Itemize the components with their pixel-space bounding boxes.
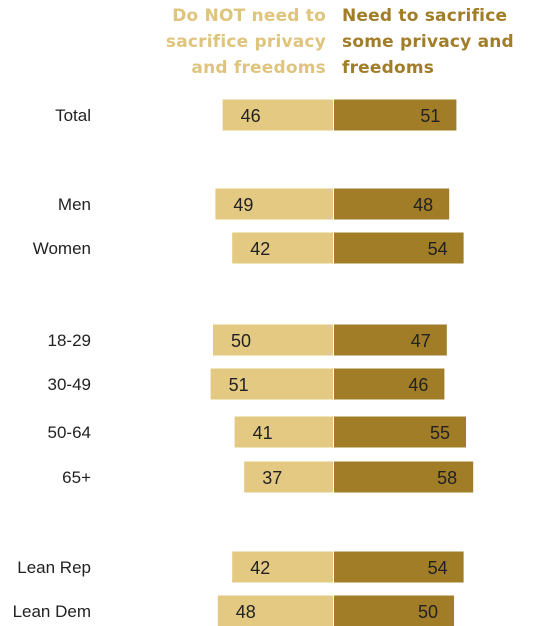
bar-not-need (244, 461, 333, 493)
bar-need (334, 368, 445, 400)
category-label: 50-64 (48, 423, 91, 442)
value-label-not-need: 50 (231, 331, 251, 351)
bar-not-need (215, 188, 333, 220)
bar-not-need (232, 232, 333, 264)
bar-not-need (210, 368, 333, 400)
category-label: 18-29 (48, 331, 91, 350)
category-label: Total (55, 106, 91, 125)
header-need-line: some privacy and (342, 32, 514, 52)
header-not-need-line: and freedoms (191, 58, 326, 78)
value-label-not-need: 41 (253, 423, 273, 443)
value-label-need: 46 (408, 375, 428, 395)
bar-need (334, 232, 464, 264)
bar-need (334, 461, 474, 493)
bar-not-need (213, 324, 333, 356)
header-need-line: Need to sacrifice (342, 6, 507, 26)
header-not-need-line: sacrifice privacy (166, 32, 326, 52)
category-labels: Total Men Women 18-29 30-49 50-64 65+ Lean Rep L… (13, 106, 92, 621)
category-label: 65+ (62, 468, 91, 487)
value-label-not-need: 37 (262, 468, 282, 488)
value-label-need: 54 (428, 239, 448, 259)
bar-not-need (234, 416, 333, 448)
bar-need (334, 416, 466, 448)
category-label: Lean Dem (13, 602, 91, 621)
bar-need (334, 99, 457, 131)
value-label-not-need: 42 (250, 239, 270, 259)
value-label-need: 58 (437, 468, 457, 488)
bar-not-need (217, 595, 333, 626)
bar-need (334, 324, 447, 356)
category-label: Men (58, 195, 91, 214)
column-headers: Do NOT need to sacrifice privacy and freed… (166, 6, 514, 78)
value-label-need: 50 (418, 602, 438, 622)
value-label-need: 55 (430, 423, 450, 443)
bar-need (334, 551, 464, 583)
bar-not-need (222, 99, 333, 131)
value-label-not-need: 49 (233, 195, 253, 215)
bars (210, 99, 474, 626)
header-need-line: freedoms (342, 58, 434, 78)
bar-need (334, 595, 454, 626)
bar-need (334, 188, 450, 220)
value-label-need: 51 (420, 106, 440, 126)
value-label-not-need: 46 (241, 106, 261, 126)
value-label-not-need: 51 (229, 375, 249, 395)
header-not-need-line: Do NOT need to (172, 6, 326, 26)
value-label-need: 54 (428, 558, 448, 578)
bar-not-need (232, 551, 333, 583)
value-label-not-need: 42 (250, 558, 270, 578)
value-label-not-need: 48 (236, 602, 256, 622)
value-label-need: 47 (411, 331, 431, 351)
category-label: 30-49 (48, 375, 91, 394)
data-labels: 46 51 49 48 42 54 50 47 51 46 41 55 37 58 42 54 48 50 (229, 106, 458, 622)
value-label-need: 48 (413, 195, 433, 215)
category-label: Lean Rep (17, 558, 91, 577)
category-label: Women (33, 239, 91, 258)
